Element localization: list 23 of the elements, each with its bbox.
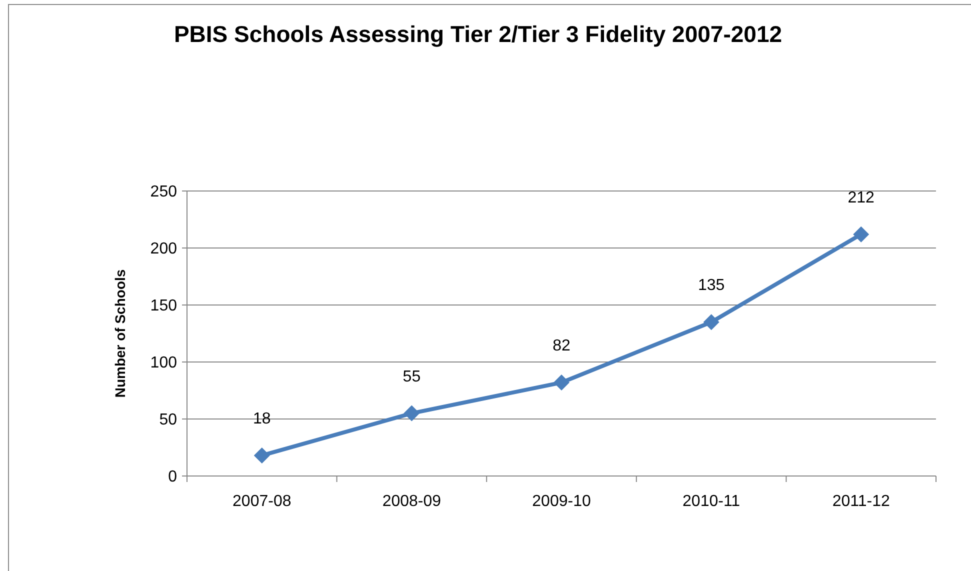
y-tick-label: 100: [150, 354, 178, 372]
x-tick-label: 2008-09: [382, 493, 442, 510]
point: [254, 447, 270, 464]
data-label: 82: [552, 338, 570, 355]
data-label: 135: [698, 277, 725, 294]
data-label: 18: [253, 410, 271, 428]
x-tick-label: 2010-11: [682, 493, 740, 510]
point: [404, 405, 420, 422]
data-label: 212: [848, 189, 875, 206]
data-label: 55: [402, 368, 421, 386]
y-tick-label: 150: [150, 298, 178, 315]
y-tick-label: 50: [159, 412, 178, 429]
y-tick-label: 250: [150, 184, 178, 201]
point: [554, 374, 570, 391]
point: [853, 226, 870, 242]
point: [703, 314, 720, 330]
y-axis-title: Number of Schools: [112, 269, 128, 398]
x-tick-label: 2011-12: [832, 493, 890, 510]
y-tick-label: 0: [168, 468, 178, 486]
chart-title: PBIS Schools Assessing Tier 2/Tier 3 Fidelity 2007-2012: [174, 21, 782, 47]
x-tick-label: 2009-10: [532, 493, 591, 510]
y-tick-label: 200: [150, 240, 178, 258]
x-tick-label: 2007-08: [232, 493, 292, 510]
